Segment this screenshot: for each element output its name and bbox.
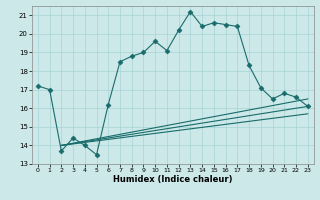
X-axis label: Humidex (Indice chaleur): Humidex (Indice chaleur)	[113, 175, 233, 184]
